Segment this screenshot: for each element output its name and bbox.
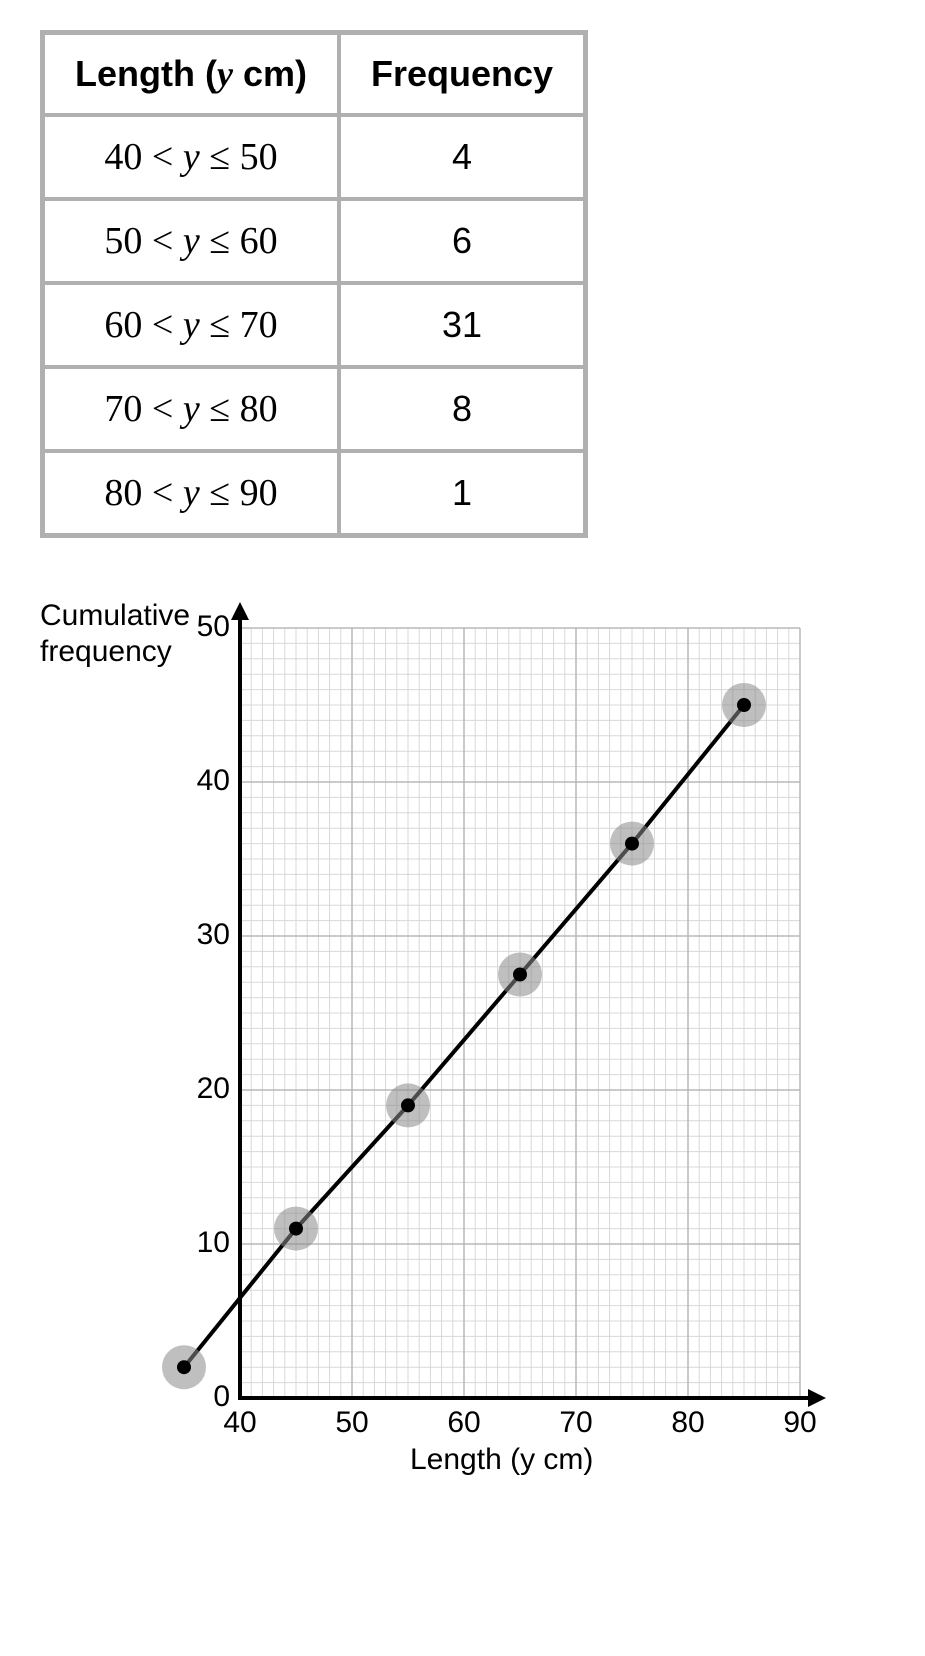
x-axis-tick-label: 60 [439, 1406, 489, 1440]
y-axis-title-line1: Cumulative [40, 599, 190, 632]
y-axis-tick-label: 50 [185, 610, 230, 644]
x-axis-tick-label: 40 [215, 1406, 265, 1440]
range-cell: 40 < y ≤ 50 [43, 115, 339, 199]
range-cell: 80 < y ≤ 90 [43, 451, 339, 535]
chart-svg [40, 598, 860, 1468]
x-axis-tick-label: 50 [327, 1406, 377, 1440]
frequency-table-container: Length (y cm) Frequency 40 < y ≤ 50450 <… [40, 30, 885, 538]
freq-cell: 8 [339, 367, 585, 451]
header-length-var: y [217, 54, 233, 94]
range-cell: 60 < y ≤ 70 [43, 283, 339, 367]
table-row: 80 < y ≤ 901 [43, 451, 585, 535]
table-header-length: Length (y cm) [43, 33, 339, 115]
y-axis-tick-label: 40 [185, 764, 230, 798]
x-axis-title: Length (y cm) [410, 1443, 593, 1477]
cumulative-frequency-chart: Cumulative frequency 01020304050 4050607… [40, 598, 860, 1498]
freq-cell: 6 [339, 199, 585, 283]
frequency-table: Length (y cm) Frequency 40 < y ≤ 50450 <… [40, 30, 588, 538]
freq-cell: 4 [339, 115, 585, 199]
y-axis-tick-label: 10 [185, 1226, 230, 1260]
range-cell: 50 < y ≤ 60 [43, 199, 339, 283]
table-header-frequency: Frequency [339, 33, 585, 115]
y-axis-tick-label: 20 [185, 1072, 230, 1106]
table-row: 40 < y ≤ 504 [43, 115, 585, 199]
freq-cell: 1 [339, 451, 585, 535]
x-axis-tick-label: 80 [663, 1406, 713, 1440]
table-row: 70 < y ≤ 808 [43, 367, 585, 451]
table-row: 60 < y ≤ 7031 [43, 283, 585, 367]
y-axis-tick-label: 30 [185, 918, 230, 952]
x-axis-tick-label: 70 [551, 1406, 601, 1440]
freq-cell: 31 [339, 283, 585, 367]
range-cell: 70 < y ≤ 80 [43, 367, 339, 451]
y-axis-title: Cumulative frequency [40, 598, 190, 670]
x-axis-tick-label: 90 [775, 1406, 825, 1440]
header-length-prefix: Length ( [75, 53, 217, 94]
y-axis-title-line2: frequency [40, 635, 172, 668]
header-length-suffix: cm) [233, 53, 307, 94]
table-row: 50 < y ≤ 606 [43, 199, 585, 283]
